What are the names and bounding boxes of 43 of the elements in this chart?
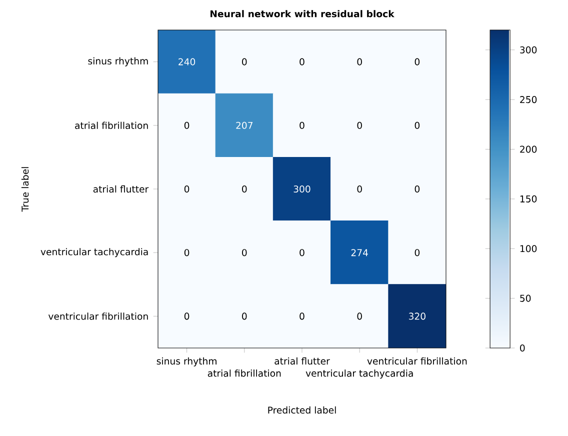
- y-tick-label: sinus rhythm: [88, 57, 148, 66]
- data-label: 0: [357, 312, 362, 320]
- data-label: 0: [300, 312, 304, 320]
- data-label: 0: [300, 249, 304, 256]
- data-label: 0: [242, 185, 247, 193]
- color-bar-label: 300: [520, 46, 537, 54]
- y-tick-label: atrial fibrillation: [75, 122, 148, 130]
- data-label: 240: [178, 58, 196, 66]
- x-tick-label: ventricular fibrillation: [367, 357, 467, 365]
- color-bar-label: 250: [520, 96, 537, 104]
- data-label: 300: [294, 185, 310, 193]
- data-label: 0: [414, 122, 420, 129]
- color-bar-label: 100: [520, 245, 537, 252]
- chart-title: Neural network with residual block: [210, 10, 394, 18]
- data-label: 320: [409, 312, 426, 320]
- data-label: 0: [184, 185, 190, 193]
- data-label: 0: [357, 122, 362, 129]
- y-tick-label: atrial flutter: [93, 185, 149, 193]
- data-label: 0: [414, 249, 420, 256]
- data-label: 0: [242, 249, 247, 256]
- data-label: 207: [236, 122, 253, 129]
- data-label: 274: [351, 249, 368, 256]
- data-label: 0: [242, 58, 247, 66]
- data-label: 0: [300, 122, 304, 129]
- color-bar-label: 50: [520, 294, 531, 302]
- color-bar-label: 200: [520, 146, 537, 153]
- color-bar-label: 0: [520, 344, 525, 352]
- x-tick-label: sinus rhythm: [156, 357, 216, 366]
- y-axis-title: True label: [21, 167, 29, 212]
- data-label: 0: [242, 312, 247, 320]
- y-tick-label: ventricular fibrillation: [48, 312, 148, 320]
- data-label: 0: [300, 58, 304, 66]
- color-bar-label: 150: [520, 195, 537, 202]
- data-label: 0: [184, 249, 190, 256]
- data-label: 0: [414, 185, 420, 193]
- data-label: 0: [184, 312, 190, 320]
- data-label: 0: [184, 122, 190, 129]
- x-axis-title: Predicted label: [268, 406, 336, 414]
- data-label: 0: [357, 58, 362, 66]
- y-tick-label: ventricular tachycardia: [40, 248, 148, 258]
- x-tick-label: atrial flutter: [274, 357, 330, 365]
- data-label: 0: [414, 58, 420, 66]
- data-label: 0: [357, 185, 362, 193]
